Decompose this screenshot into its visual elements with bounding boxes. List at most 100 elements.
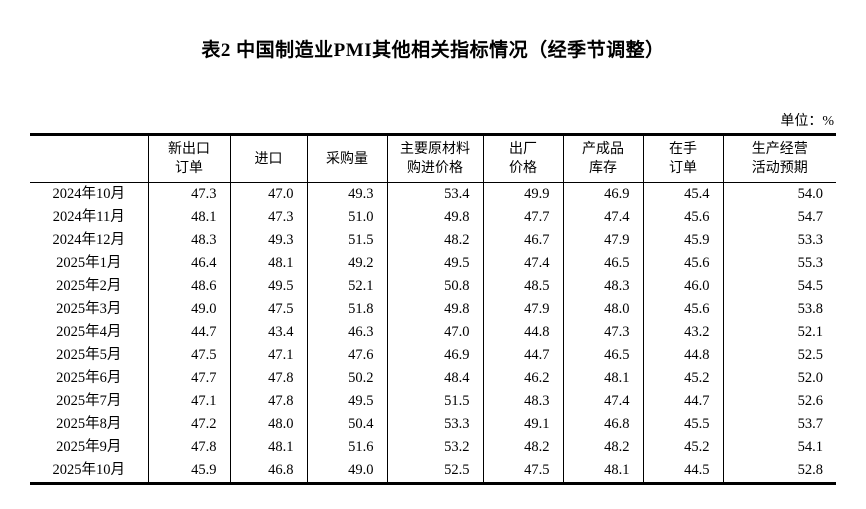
- column-header-finished-goods-inventory: 产成品 库存: [562, 134, 643, 183]
- data-cell: 49.3: [229, 229, 307, 252]
- data-cell: 48.2: [386, 229, 483, 252]
- data-cell: 52.8: [722, 459, 836, 484]
- column-header-orders-on-hand: 在手 订单: [642, 134, 723, 183]
- table-row: 2025年6月 47.7 47.8 50.2 48.4 46.2 48.1 45.2 52.0: [30, 367, 836, 390]
- data-cell: 53.7: [722, 413, 836, 436]
- data-cell: 48.2: [482, 436, 563, 459]
- data-cell: 47.9: [562, 229, 643, 252]
- data-cell: 46.0: [642, 275, 723, 298]
- column-header-purchasing-volume: 采购量: [306, 134, 387, 183]
- data-cell: 53.3: [386, 413, 483, 436]
- column-header-ex-factory-price: 出厂 价格: [482, 134, 563, 183]
- data-cell: 54.5: [722, 275, 836, 298]
- table-row: 2024年12月 48.3 49.3 51.5 48.2 46.7 47.9 45.9 53.3: [30, 229, 836, 252]
- data-cell: 48.3: [562, 275, 643, 298]
- data-cell: 44.8: [482, 321, 563, 344]
- data-cell: 48.1: [562, 459, 643, 484]
- pmi-indicators-table: 新出口 订单 进口 采购量 主要原材料 购进价格 出厂 价格 产成品 库存 在手…: [30, 133, 836, 485]
- data-cell: 51.0: [306, 206, 387, 229]
- row-label-month: 2025年6月: [56, 370, 122, 386]
- data-cell: 49.8: [386, 206, 483, 229]
- data-cell: 49.5: [306, 390, 387, 413]
- data-cell: 47.3: [229, 206, 307, 229]
- data-cell: 50.2: [306, 367, 387, 390]
- table-header: 新出口 订单 进口 采购量 主要原材料 购进价格 出厂 价格 产成品 库存 在手…: [30, 134, 836, 183]
- data-cell: 52.5: [722, 344, 836, 367]
- data-cell: 48.1: [147, 206, 230, 229]
- data-cell: 47.8: [147, 436, 230, 459]
- data-cell: 55.3: [722, 252, 836, 275]
- data-cell: 46.8: [229, 459, 307, 484]
- column-header-imports: 进口: [229, 134, 307, 183]
- data-cell: 47.7: [482, 206, 563, 229]
- column-header-blank: [30, 134, 148, 183]
- data-cell: 45.2: [642, 367, 723, 390]
- data-cell: 49.3: [306, 182, 387, 206]
- table-row: 2024年11月 48.1 47.3 51.0 49.8 47.7 47.4 45.6 54.7: [30, 206, 836, 229]
- data-cell: 47.6: [306, 344, 387, 367]
- table-row: 2024年10月 47.3 47.0 49.3 53.4 49.9 46.9 45.4 54.0: [30, 182, 836, 206]
- data-cell: 48.3: [482, 390, 563, 413]
- data-cell: 45.2: [642, 436, 723, 459]
- data-cell: 49.5: [386, 252, 483, 275]
- data-cell: 52.5: [386, 459, 483, 484]
- data-cell: 48.0: [229, 413, 307, 436]
- data-cell: 47.1: [147, 390, 230, 413]
- table-row: 2025年7月 47.1 47.8 49.5 51.5 48.3 47.4 44.7 52.6: [30, 390, 836, 413]
- data-cell: 47.0: [386, 321, 483, 344]
- data-cell: 48.3: [147, 229, 230, 252]
- data-cell: 45.6: [642, 206, 723, 229]
- unit-label: 单位：%: [780, 114, 834, 129]
- table-row: 2025年8月 47.2 48.0 50.4 53.3 49.1 46.8 45.5 53.7: [30, 413, 836, 436]
- data-cell: 49.5: [229, 275, 307, 298]
- data-cell: 48.1: [229, 252, 307, 275]
- data-cell: 47.5: [482, 459, 563, 484]
- row-label-month: 2025年1月: [56, 255, 122, 271]
- data-cell: 51.8: [306, 298, 387, 321]
- data-cell: 53.2: [386, 436, 483, 459]
- data-cell: 49.9: [482, 182, 563, 206]
- data-cell: 45.6: [642, 252, 723, 275]
- data-cell: 51.5: [386, 390, 483, 413]
- data-cell: 52.1: [722, 321, 836, 344]
- data-cell: 49.1: [482, 413, 563, 436]
- column-header-new-export-orders: 新出口 订单: [147, 134, 230, 183]
- row-label-month: 2024年12月: [52, 232, 126, 248]
- data-cell: 43.2: [642, 321, 723, 344]
- data-cell: 46.9: [386, 344, 483, 367]
- data-cell: 53.3: [722, 229, 836, 252]
- table-title: 表2 中国制造业PMI其他相关指标情况（经季节调整）: [201, 40, 665, 61]
- table-row: 2025年9月 47.8 48.1 51.6 53.2 48.2 48.2 45.2 54.1: [30, 436, 836, 459]
- data-cell: 45.9: [642, 229, 723, 252]
- data-cell: 44.8: [642, 344, 723, 367]
- data-cell: 46.8: [562, 413, 643, 436]
- data-cell: 48.4: [386, 367, 483, 390]
- data-cell: 45.4: [642, 182, 723, 206]
- column-header-business-activity-expectation: 生产经营 活动预期: [722, 134, 836, 183]
- data-cell: 53.4: [386, 182, 483, 206]
- data-cell: 43.4: [229, 321, 307, 344]
- data-cell: 47.4: [562, 390, 643, 413]
- data-cell: 50.4: [306, 413, 387, 436]
- table-row: 2025年3月 49.0 47.5 51.8 49.8 47.9 48.0 45.6 53.8: [30, 298, 836, 321]
- data-cell: 47.3: [147, 182, 230, 206]
- data-cell: 47.8: [229, 367, 307, 390]
- data-cell: 54.0: [722, 182, 836, 206]
- data-cell: 49.2: [306, 252, 387, 275]
- data-cell: 45.9: [147, 459, 230, 484]
- table-row: 2025年4月 44.7 43.4 46.3 47.0 44.8 47.3 43.2 52.1: [30, 321, 836, 344]
- data-cell: 47.7: [147, 367, 230, 390]
- data-cell: 48.0: [562, 298, 643, 321]
- data-cell: 45.6: [642, 298, 723, 321]
- data-cell: 44.5: [642, 459, 723, 484]
- data-cell: 49.8: [386, 298, 483, 321]
- data-cell: 48.1: [562, 367, 643, 390]
- table-row: 2025年1月 46.4 48.1 49.2 49.5 47.4 46.5 45.6 55.3: [30, 252, 836, 275]
- row-label-month: 2024年10月: [52, 186, 126, 202]
- header-row: 新出口 订单 进口 采购量 主要原材料 购进价格 出厂 价格 产成品 库存 在手…: [30, 134, 836, 183]
- table-area: 单位：% 新出口 订单 进口 采购量 主要原材料 购进价格: [30, 110, 836, 485]
- data-cell: 45.5: [642, 413, 723, 436]
- data-cell: 47.3: [562, 321, 643, 344]
- data-cell: 47.4: [482, 252, 563, 275]
